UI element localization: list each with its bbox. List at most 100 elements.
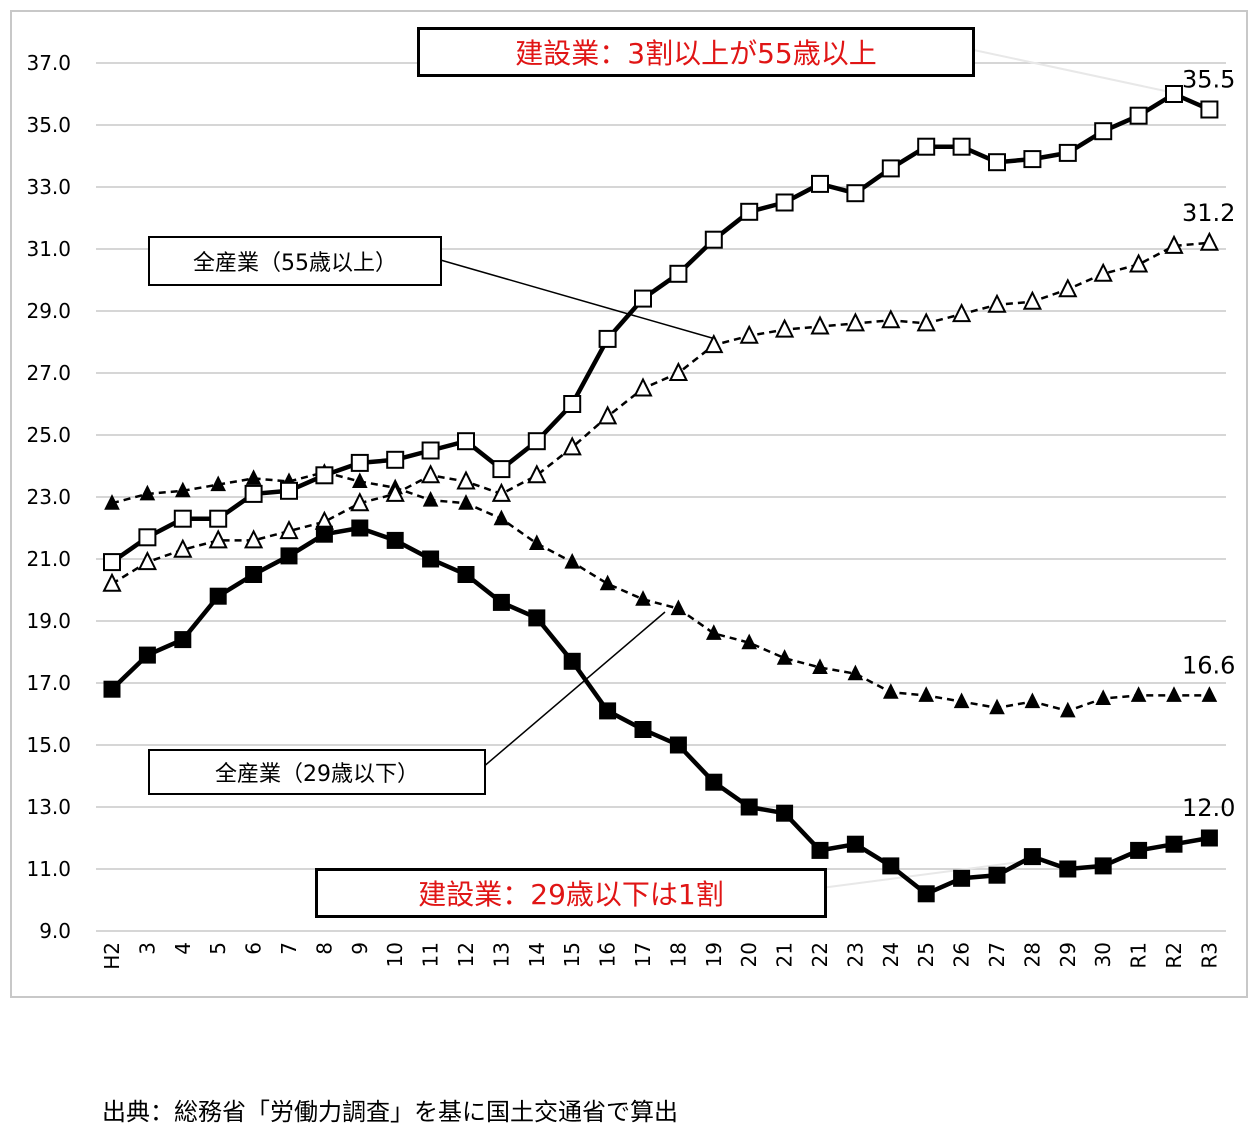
data-point <box>208 529 228 549</box>
x-tick-label: 22 <box>808 942 832 967</box>
data-point <box>315 466 334 485</box>
callout-all-industry-55plus: 全産業（55歳以上） <box>148 236 442 286</box>
data-point <box>1059 701 1076 718</box>
data-point <box>104 494 120 510</box>
x-tick-label: 25 <box>914 942 938 967</box>
data-point <box>1130 686 1147 702</box>
y-tick-label: 13.0 <box>26 795 71 819</box>
y-tick-label: 11.0 <box>26 857 71 881</box>
data-point <box>139 484 156 501</box>
data-point <box>882 683 899 699</box>
data-point <box>705 624 722 640</box>
data-point <box>102 572 122 592</box>
callout-leader-lines <box>436 48 1171 889</box>
x-tick-label: 9 <box>348 942 372 955</box>
data-point <box>245 469 262 485</box>
x-tick-label: 18 <box>666 942 690 967</box>
x-tick-label: 20 <box>737 942 761 967</box>
data-point <box>740 798 758 816</box>
data-point <box>1129 106 1148 125</box>
y-tick-label: 35.0 <box>26 113 71 137</box>
x-tick-label: 7 <box>277 942 301 955</box>
x-tick-label: 12 <box>454 942 478 967</box>
data-point <box>775 193 794 212</box>
data-point <box>988 866 1006 884</box>
data-point <box>847 664 864 681</box>
data-point <box>1024 692 1041 709</box>
data-point <box>173 509 192 528</box>
data-point <box>458 494 474 510</box>
data-point <box>668 361 689 381</box>
data-point <box>988 153 1006 172</box>
data-point <box>1058 278 1078 298</box>
data-point <box>597 405 618 425</box>
end-value-label: 16.6 <box>1182 651 1235 679</box>
data-point <box>987 293 1007 313</box>
y-tick-label: 25.0 <box>26 423 71 447</box>
data-point <box>1201 686 1218 702</box>
leader-line-all-29 <box>481 611 666 769</box>
data-point <box>1023 848 1041 866</box>
data-point <box>1164 234 1184 254</box>
y-axis: 9.0 11.0 13.0 15.0 17.0 19.0 21.0 23.0 25.0 27.0 2… <box>26 51 71 943</box>
data-point <box>812 658 828 674</box>
y-tick-label: 9.0 <box>39 919 71 943</box>
data-point <box>846 835 864 853</box>
data-point <box>882 857 900 875</box>
data-point <box>210 475 227 492</box>
x-tick-label: 28 <box>1020 942 1044 967</box>
data-point <box>528 534 545 550</box>
x-tick-label: 27 <box>985 942 1009 967</box>
data-point <box>457 566 475 583</box>
y-tick-label: 15.0 <box>26 733 71 757</box>
gridlines <box>96 62 1226 932</box>
data-point <box>881 159 900 178</box>
data-point <box>350 453 369 472</box>
y-tick-label: 29.0 <box>26 299 71 323</box>
series-line <box>110 91 1211 564</box>
data-point <box>952 137 971 156</box>
data-point <box>103 553 121 572</box>
data-point <box>881 309 901 329</box>
series-line <box>110 525 1210 897</box>
x-tick-label: R2 <box>1162 942 1186 969</box>
x-tick-label: 8 <box>312 942 336 955</box>
x-tick-label: 17 <box>631 942 655 967</box>
series-dashed-filled-triangle <box>104 463 1218 718</box>
line-chart: 9.0 11.0 13.0 15.0 17.0 19.0 21.0 23.0 25.0 27.0 2… <box>26 48 1235 970</box>
data-point <box>420 464 441 484</box>
data-point <box>351 519 369 537</box>
data-point <box>527 464 547 484</box>
series-solid-filled-square <box>103 519 1218 903</box>
x-tick-label: 6 <box>242 942 266 955</box>
x-tick-label: 11 <box>419 942 443 967</box>
data-point <box>810 315 830 335</box>
x-axis: H2 3 4 5 6 7 8 9 10 11 12 13 14 15 16 17 18 19 20 21 22 23 24 2… <box>100 942 1221 970</box>
data-point <box>173 538 193 558</box>
data-point <box>564 552 581 569</box>
x-tick-label: 19 <box>702 942 726 967</box>
data-point <box>315 525 333 543</box>
x-tick-label: H2 <box>100 942 124 970</box>
data-point <box>527 432 546 451</box>
data-point <box>741 633 758 650</box>
data-point <box>916 312 936 332</box>
data-point <box>1199 231 1220 251</box>
data-point <box>1094 122 1113 141</box>
x-tick-label: 4 <box>171 942 195 955</box>
data-point <box>953 692 970 709</box>
x-tick-label: 5 <box>206 942 230 955</box>
series-solid-open-square <box>103 85 1219 572</box>
data-point <box>1200 829 1218 847</box>
data-point <box>1165 835 1183 853</box>
data-point <box>138 646 156 664</box>
x-tick-label: 29 <box>1056 942 1080 967</box>
series-line <box>111 470 1210 713</box>
x-tick-label: 13 <box>489 942 513 967</box>
source-note: 出典：総務省「労働力調査」を基に国土交通省で算出 <box>102 1098 678 1126</box>
leader-line-all-55 <box>436 258 713 339</box>
y-tick-label: 37.0 <box>26 51 71 75</box>
x-tick-label: 14 <box>525 942 549 967</box>
x-tick-label: 16 <box>596 942 620 967</box>
data-point <box>137 550 158 571</box>
